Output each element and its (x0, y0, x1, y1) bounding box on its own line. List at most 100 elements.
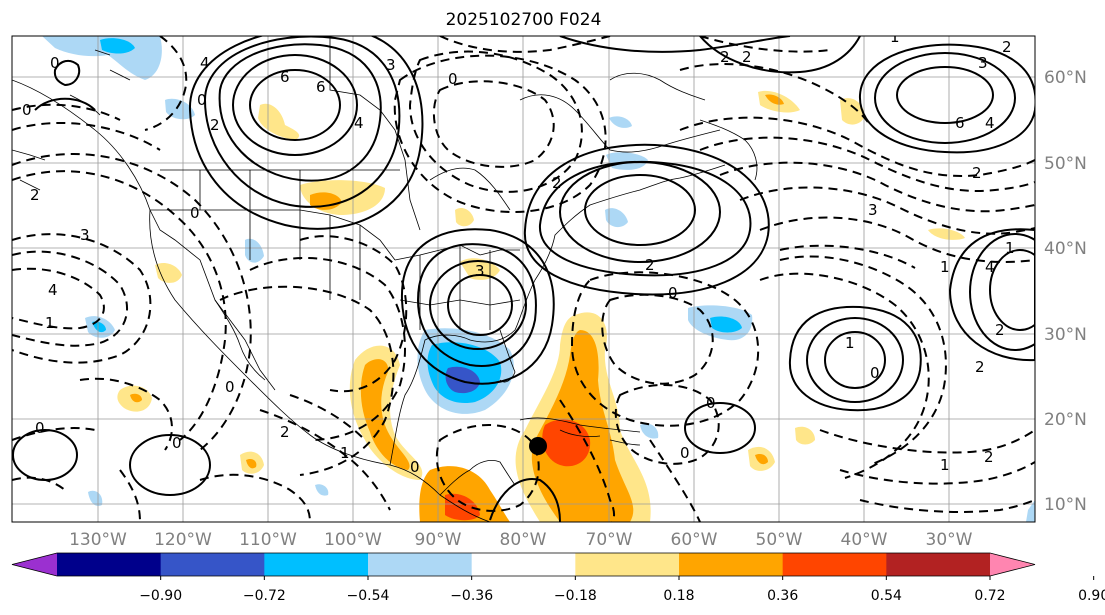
contour-label: 2 (995, 321, 1005, 339)
map-border (11, 35, 1036, 523)
colorbar-tick-label: 0.18 (663, 588, 694, 604)
contour-label: 4 (200, 54, 210, 72)
contour-label: 2 (552, 174, 562, 192)
contour-label: 0 (35, 419, 45, 437)
colorbar-tick-label: 0.90 (1078, 588, 1105, 604)
contour-label: 2 (210, 116, 220, 134)
storm-marker (529, 437, 547, 455)
lon-label: 70°W (586, 530, 633, 550)
shaded-fields (42, 36, 1035, 522)
colorbar-tick-label: 0.72 (974, 588, 1005, 604)
contour-label: 0 (50, 54, 60, 72)
contour-label: 0 (22, 101, 32, 119)
colorbar-tick-label: −0.72 (243, 588, 286, 604)
colorbar-segment (471, 553, 576, 576)
contour-label: 1 (340, 444, 350, 462)
contour-label: 0 (410, 458, 420, 476)
lon-label: 60°W (671, 530, 718, 550)
contour-label: 3 (386, 56, 396, 74)
contour-label: 2 (645, 256, 655, 274)
contour-label: 1 (890, 28, 900, 46)
colorbar-labels: −0.90 −0.72 −0.54 −0.36 −0.18 0.18 0.36 0.54 0.7… (139, 576, 1105, 604)
contour-label: 0 (190, 204, 200, 222)
contour-label: 2 (975, 358, 985, 376)
contour-label: 0 (706, 394, 716, 412)
contour-label: 2 (984, 448, 994, 466)
map-title: 2025102700 F024 (445, 10, 602, 30)
shade-atlantic-core (710, 316, 742, 333)
contour-label: 2 (742, 48, 752, 66)
contour-label: 6 (280, 68, 290, 86)
contour-label: 6 (955, 114, 965, 132)
contour-label: 4 (48, 281, 58, 299)
shade-gulf-deepblue (445, 366, 480, 394)
colorbar-segment (264, 553, 369, 576)
colorbar (11, 552, 1036, 577)
lon-label: 100°W (324, 530, 382, 550)
lat-label: 10°N (1044, 495, 1087, 515)
colorbar-tick-label: −0.90 (139, 588, 182, 604)
contour-label: 0 (668, 284, 678, 302)
lon-label: 120°W (154, 530, 212, 550)
shade-mexico-core (360, 359, 410, 470)
colorbar-segment (57, 553, 162, 576)
contour-label: 2 (972, 164, 982, 182)
contour-label: 0 (197, 91, 207, 109)
colorbar-segment (160, 553, 265, 576)
contour-label: 0 (225, 378, 235, 396)
lon-label: 130°W (69, 530, 127, 550)
contour-label: 0 (870, 364, 880, 382)
lat-label: 30°N (1044, 325, 1087, 345)
colorbar-extend-low (12, 553, 57, 576)
colorbar-tick-label: −0.36 (450, 588, 493, 604)
shade-caribbean-core (531, 330, 634, 522)
colorbar-tick-label: 0.36 (767, 588, 798, 604)
lon-label: 50°W (756, 530, 803, 550)
colorbar-segment (679, 553, 784, 576)
colorbar-tick-label: −0.18 (554, 588, 597, 604)
contour-labels: 4 6 0 2 6 3 0 4 0 4 2 0 0 2 2 2 3 2 3 3 … (22, 28, 1015, 476)
solid-contours (12, 36, 1035, 522)
lat-label: 40°N (1044, 239, 1087, 259)
lon-label: 30°W (926, 530, 973, 550)
contour-label: 1 (45, 314, 55, 332)
colorbar-extend-high (990, 553, 1035, 576)
contour-label: 0 (680, 444, 690, 462)
longitude-labels: 130°W 120°W 110°W 100°W 90°W 80°W 70°W 6… (69, 530, 973, 550)
lon-label: 80°W (500, 530, 547, 550)
contour-label: 6 (316, 78, 326, 96)
contour-label: 3 (868, 201, 878, 219)
contour-label: 4 (354, 114, 364, 132)
contour-label: 2 (280, 423, 290, 441)
lon-label: 40°W (841, 530, 888, 550)
colorbar-tick-label: −0.54 (347, 588, 390, 604)
contour-label: 2 (1002, 38, 1012, 56)
colorbar-segment (368, 553, 473, 576)
contour-label: 1 (1005, 239, 1015, 257)
colorbar-tick-label: 0.54 (871, 588, 902, 604)
contour-label: 4 (985, 114, 995, 132)
lat-label: 20°N (1044, 410, 1087, 430)
contour-label: 0 (172, 434, 182, 452)
lon-label: 90°W (415, 530, 462, 550)
contour-label: 1 (845, 334, 855, 352)
colorbar-segment (886, 553, 991, 576)
lat-label: 60°N (1044, 68, 1087, 88)
contour-label: 1 (940, 456, 950, 474)
colorbar-segment (782, 553, 887, 576)
contour-label: 2 (720, 48, 730, 66)
colorbar-segment (575, 553, 680, 576)
contour-label: 3 (475, 262, 485, 280)
lat-label: 50°N (1044, 154, 1087, 174)
contour-label: 3 (978, 54, 988, 72)
colorbar-outline (11, 552, 1036, 577)
dashed-contours (12, 36, 1035, 522)
contour-label: 0 (448, 70, 458, 88)
contour-label: 1 (940, 258, 950, 276)
contour-label: 3 (80, 226, 90, 244)
contour-label: 2 (30, 186, 40, 204)
lon-label: 110°W (239, 530, 297, 550)
shade-caribbean-red (542, 419, 591, 467)
coastlines (12, 36, 758, 522)
